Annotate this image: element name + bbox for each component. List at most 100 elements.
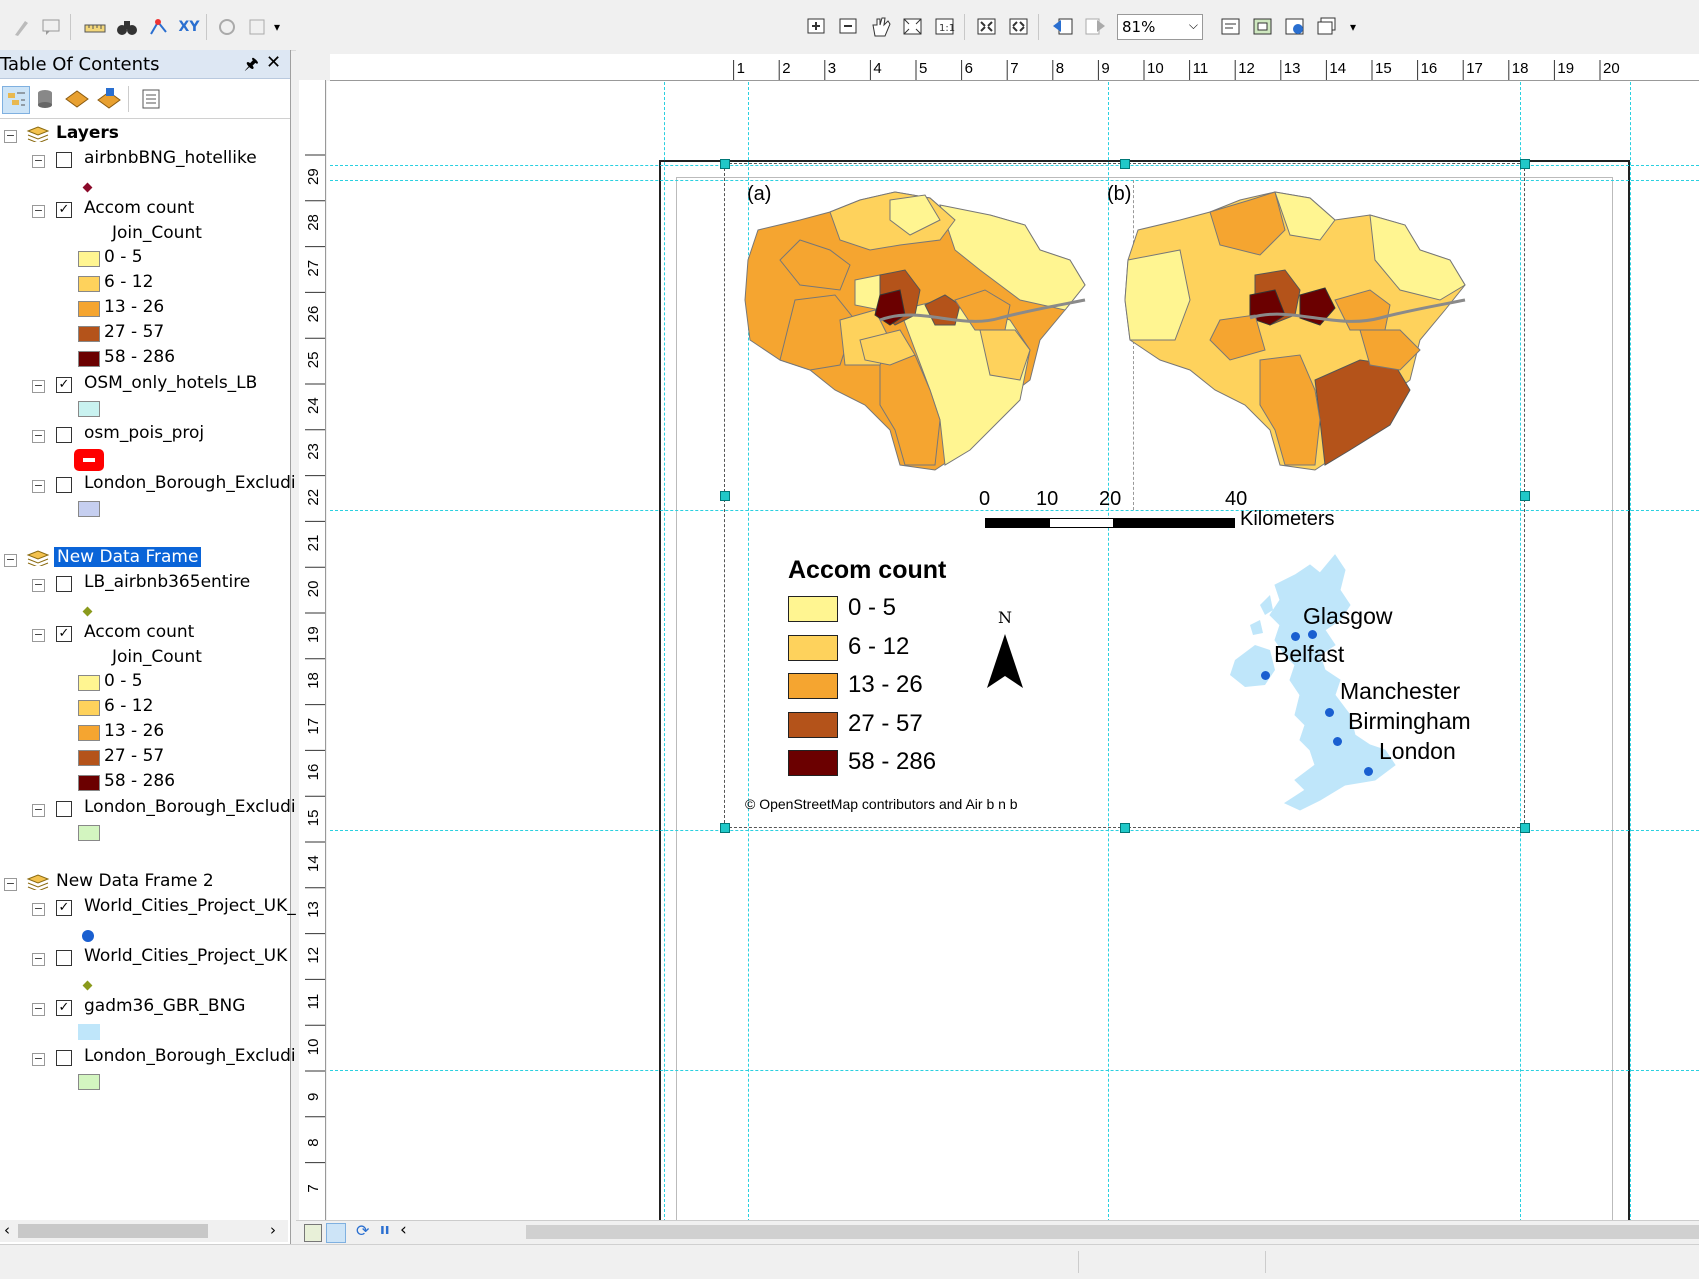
collapse-toggle[interactable]: − — [32, 204, 45, 218]
full-extent-icon[interactable] — [900, 14, 926, 40]
refresh-icon[interactable]: ⟳ — [356, 1221, 370, 1240]
layer-visibility-checkbox[interactable] — [56, 152, 72, 168]
guide-line[interactable] — [330, 510, 1699, 511]
scroll-right-icon[interactable]: › — [270, 1221, 276, 1239]
layer-name[interactable]: Accom count — [84, 198, 195, 218]
layout-view-icon[interactable] — [326, 1223, 346, 1243]
list-by-visibility-icon[interactable] — [64, 86, 90, 112]
resize-handle[interactable] — [1520, 823, 1530, 833]
zoom-percent-select[interactable]: 81% ⌵ — [1117, 14, 1203, 40]
resize-handle[interactable] — [720, 823, 730, 833]
data-frame-name[interactable]: New Data Frame — [54, 547, 202, 567]
layer-name[interactable]: airbnbBNG_hotellike — [84, 148, 257, 168]
horizontal-scrollbar-thumb[interactable] — [526, 1225, 1699, 1239]
measure-icon[interactable] — [82, 14, 108, 40]
collapse-toggle[interactable]: − — [4, 877, 17, 891]
toolbar-overflow-icon[interactable]: ▾ — [1349, 20, 1357, 34]
city-point[interactable] — [1325, 708, 1334, 717]
class-swatch[interactable] — [78, 675, 100, 691]
layer-name[interactable]: London_Borough_Excludi — [84, 473, 296, 493]
class-swatch[interactable] — [78, 326, 100, 342]
guide-line[interactable] — [330, 165, 1699, 166]
scroll-left-icon[interactable]: ‹ — [400, 1220, 407, 1240]
class-swatch[interactable] — [78, 351, 100, 367]
pause-drawing-icon[interactable]: ıı — [380, 1222, 390, 1238]
layer-name[interactable]: London_Borough_Excludi — [84, 797, 296, 817]
guide-line[interactable] — [1108, 82, 1109, 1222]
layer-name[interactable]: World_Cities_Project_UK — [84, 946, 288, 966]
guide-line[interactable] — [1520, 82, 1521, 1222]
layer-visibility-checkbox[interactable]: ✓ — [56, 377, 72, 393]
layer-visibility-checkbox[interactable] — [56, 1050, 72, 1066]
layer-visibility-checkbox[interactable] — [56, 427, 72, 443]
pan-icon[interactable] — [868, 14, 894, 40]
change-layout-icon[interactable] — [1282, 14, 1308, 40]
collapse-toggle[interactable]: − — [32, 429, 45, 443]
vertical-ruler[interactable]: 29 28 27 26 25 24 23 22 21 20 19 18 17 16 15 14 13 12 11 10… — [299, 80, 326, 1220]
options-icon[interactable] — [138, 86, 164, 112]
fill-symbol-swatch[interactable] — [78, 501, 100, 517]
edit-tool-icon[interactable] — [8, 14, 34, 40]
list-by-source-icon[interactable] — [32, 86, 58, 112]
horizontal-ruler[interactable]: 1 2 3 4 5 6 7 8 9 10 11 12 13 14 15 16 17 18 19 20 — [330, 54, 1699, 81]
collapse-toggle[interactable]: − — [32, 628, 45, 642]
class-swatch[interactable] — [78, 700, 100, 716]
layer-name[interactable]: OSM_only_hotels_LB — [84, 373, 258, 393]
collapse-toggle[interactable]: − — [32, 1002, 45, 1016]
london-map-a[interactable] — [740, 190, 1120, 480]
zoom-whole-page-icon[interactable] — [974, 14, 1000, 40]
layer-visibility-checkbox[interactable] — [56, 950, 72, 966]
layer-visibility-checkbox[interactable]: ✓ — [56, 1000, 72, 1016]
layer-name[interactable]: osm_pois_proj — [84, 423, 205, 443]
list-by-drawing-order-icon[interactable] — [2, 86, 30, 114]
data-frame-name[interactable]: New Data Frame 2 — [56, 871, 214, 891]
collapse-toggle[interactable]: − — [32, 803, 45, 817]
fill-symbol-swatch[interactable] — [78, 825, 100, 841]
data-view-icon[interactable] — [304, 1224, 322, 1242]
resize-handle[interactable] — [720, 491, 730, 501]
fill-symbol-swatch[interactable] — [78, 1074, 100, 1090]
class-swatch[interactable] — [78, 251, 100, 267]
guide-line[interactable] — [330, 830, 1699, 831]
zoom-in-icon[interactable] — [804, 14, 830, 40]
zoom-out-icon[interactable] — [836, 14, 862, 40]
resize-handle[interactable] — [1120, 159, 1130, 169]
collapse-toggle[interactable]: − — [32, 578, 45, 592]
collapse-toggle[interactable]: − — [4, 553, 17, 567]
list-by-selection-icon[interactable] — [96, 86, 122, 112]
data-frame-name[interactable]: Layers — [56, 123, 119, 143]
toggle-draft-mode-icon[interactable] — [1218, 14, 1244, 40]
layer-visibility-checkbox[interactable]: ✓ — [56, 626, 72, 642]
toolbar-overflow-icon[interactable]: ▾ — [273, 20, 281, 34]
time-slider-icon[interactable] — [214, 14, 240, 40]
go-forward-icon[interactable] — [1082, 14, 1108, 40]
create-viewer-icon[interactable] — [244, 14, 270, 40]
data-driven-pages-icon[interactable] — [1314, 14, 1340, 40]
guide-line[interactable] — [664, 82, 665, 1222]
layer-visibility-checkbox[interactable]: ✓ — [56, 900, 72, 916]
class-swatch[interactable] — [78, 750, 100, 766]
fixed-zoom-icon[interactable]: 1:1 — [932, 14, 958, 40]
layer-visibility-checkbox[interactable] — [56, 477, 72, 493]
collapse-toggle[interactable]: − — [32, 379, 45, 393]
london-map-b[interactable] — [1120, 190, 1520, 480]
layer-name[interactable]: London_Borough_Excludi — [84, 1046, 296, 1066]
resize-handle[interactable] — [1120, 823, 1130, 833]
guide-line[interactable] — [748, 82, 749, 1222]
pin-icon[interactable]: 🖈 — [244, 54, 259, 73]
city-point[interactable] — [1261, 671, 1270, 680]
zoom-100-icon[interactable] — [1006, 14, 1032, 40]
find-binoculars-icon[interactable] — [114, 14, 140, 40]
collapse-toggle[interactable]: − — [32, 902, 45, 916]
guide-line[interactable] — [330, 1070, 1699, 1071]
city-point[interactable] — [1308, 630, 1317, 639]
toc-horizontal-scrollbar[interactable]: ‹ › — [0, 1220, 288, 1242]
layer-visibility-checkbox[interactable]: ✓ — [56, 202, 72, 218]
north-arrow-icon[interactable] — [985, 632, 1025, 692]
focus-data-frame-icon[interactable] — [1250, 14, 1276, 40]
guide-line[interactable] — [330, 180, 1699, 181]
resize-handle[interactable] — [1520, 159, 1530, 169]
class-swatch[interactable] — [78, 301, 100, 317]
collapse-toggle[interactable]: − — [32, 1052, 45, 1066]
find-route-icon[interactable] — [146, 14, 172, 40]
